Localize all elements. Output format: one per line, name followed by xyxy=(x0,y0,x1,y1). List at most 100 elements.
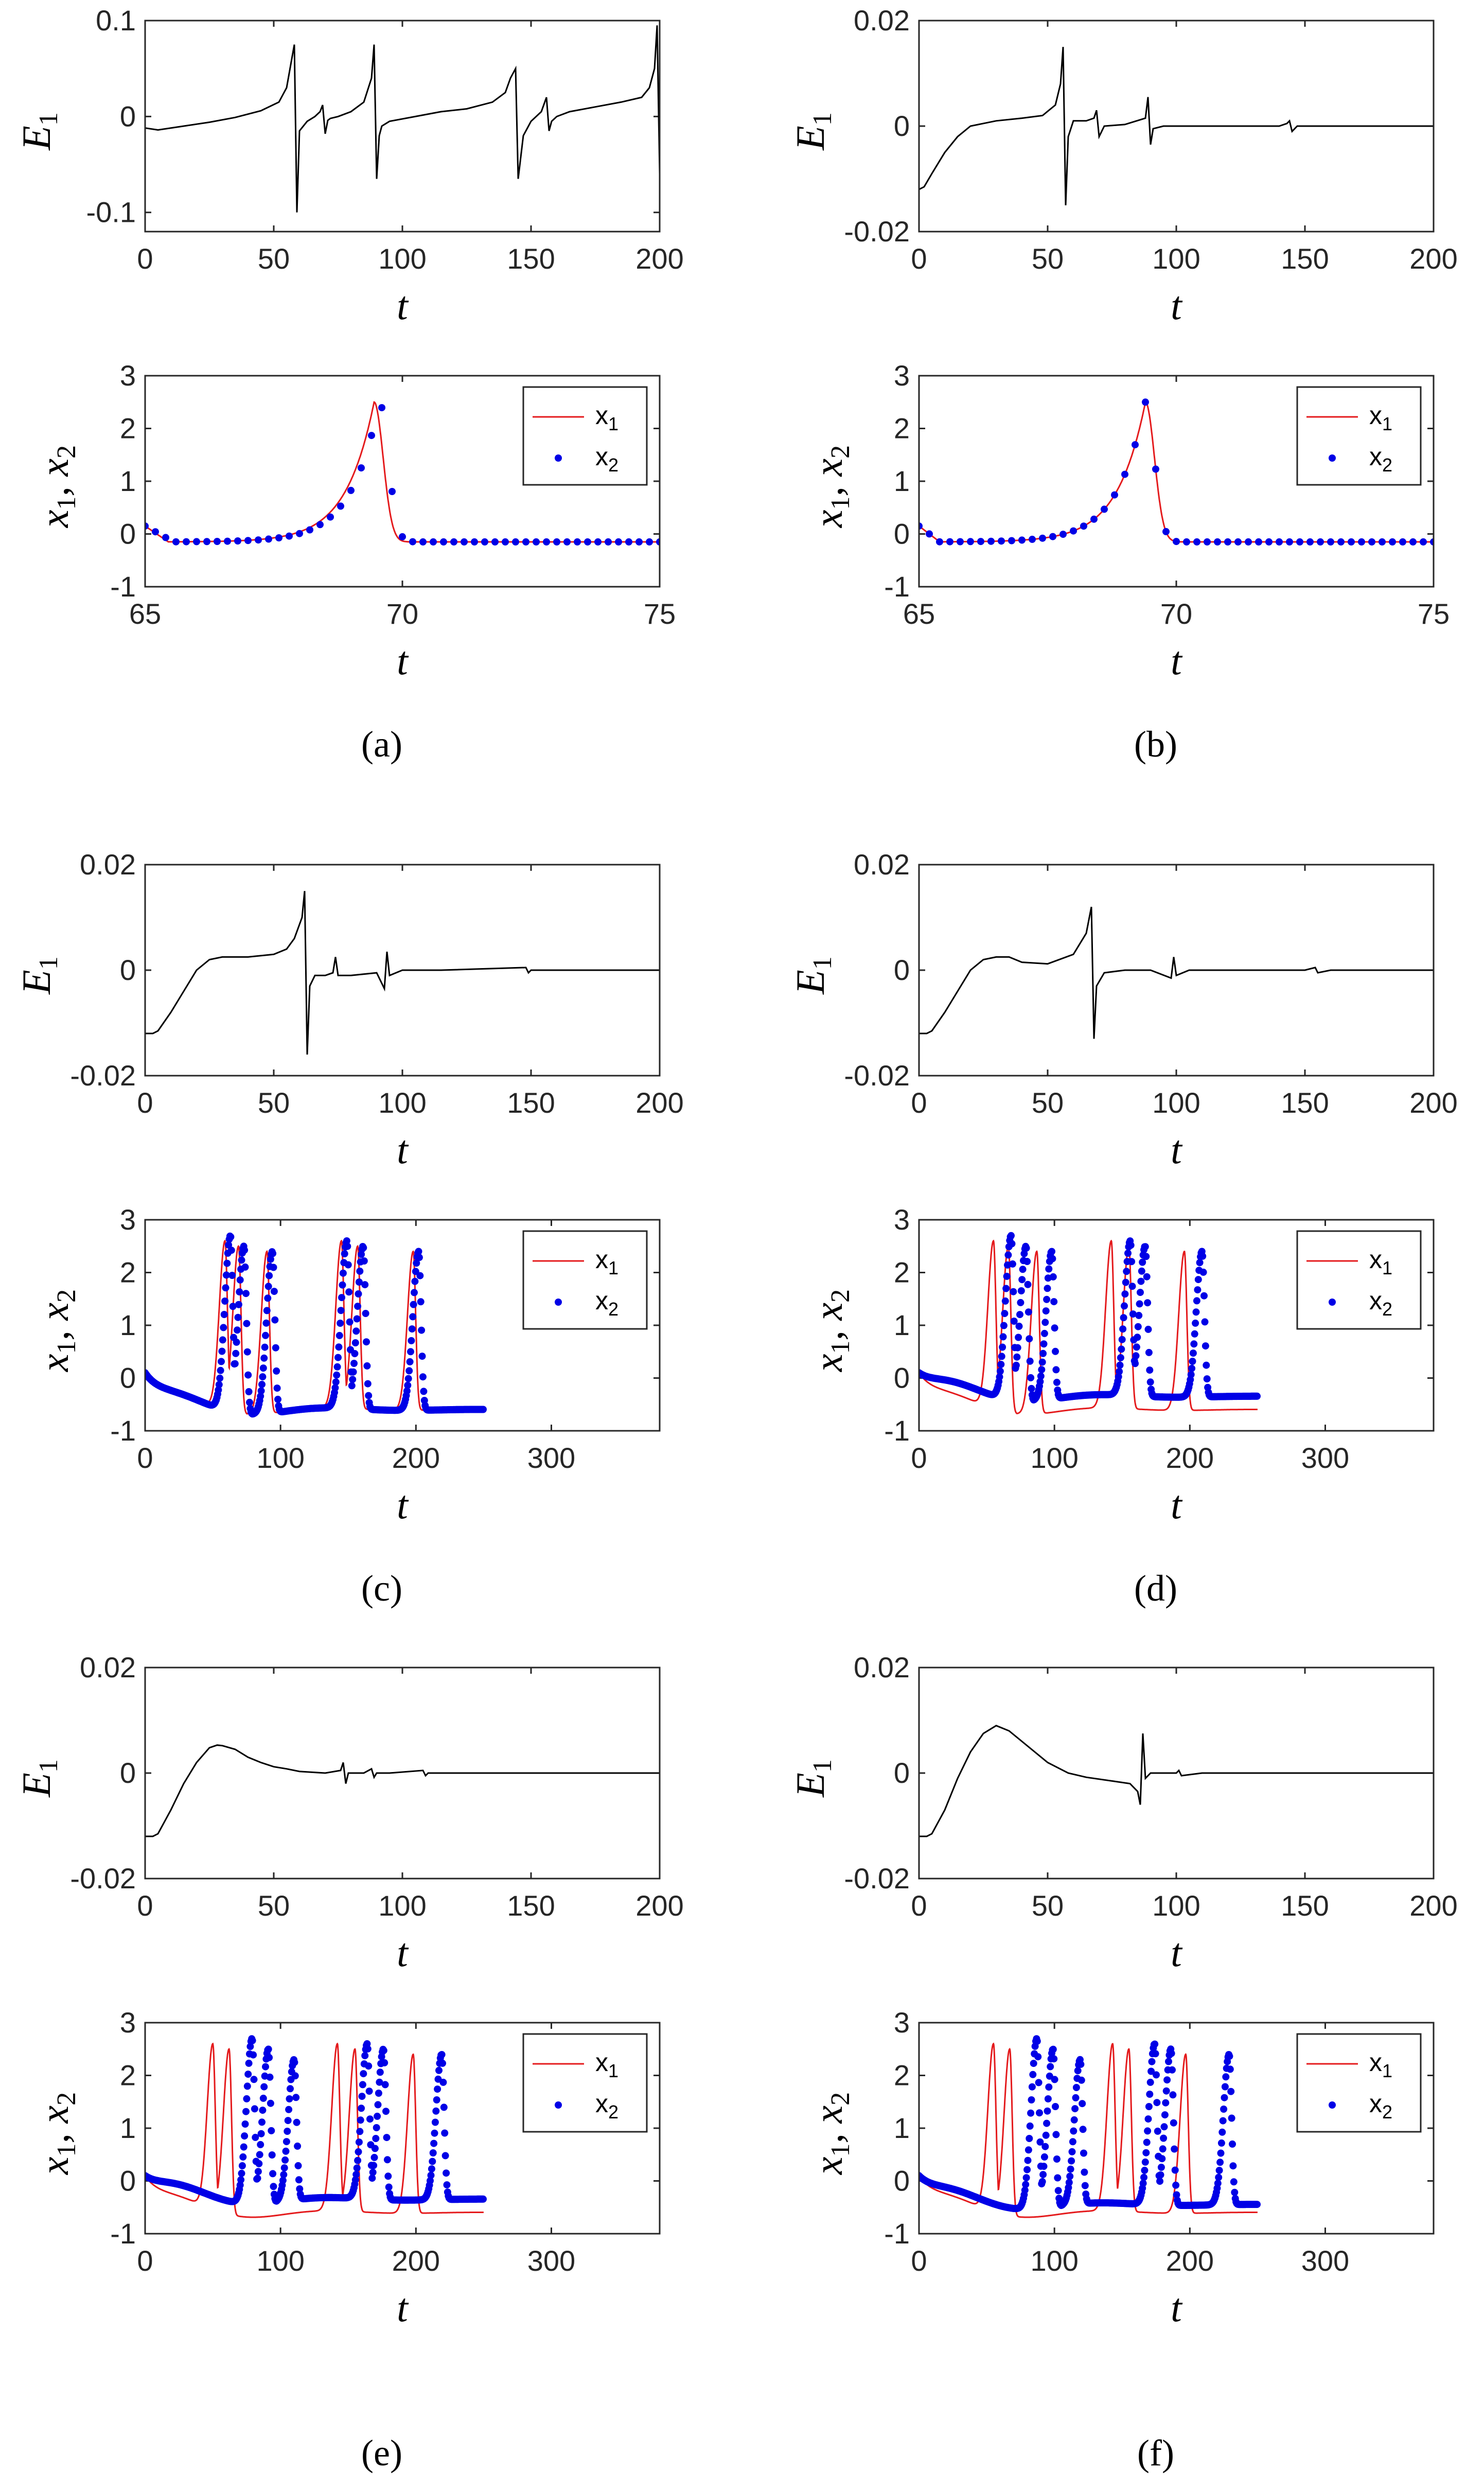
legend-box xyxy=(1296,2033,1422,2133)
series-point-x2 xyxy=(266,2054,273,2061)
legend-text: x xyxy=(595,1245,608,1274)
series-point-x2 xyxy=(431,2129,438,2137)
series-point-x2 xyxy=(1202,1342,1209,1350)
series-point-x2 xyxy=(1134,1334,1141,1341)
x-tick-label: 200 xyxy=(635,1086,683,1119)
series-point-x2 xyxy=(1036,2109,1043,2117)
series-point-x2 xyxy=(1080,522,1087,530)
series-point-x2 xyxy=(418,1353,426,1360)
axes-box xyxy=(144,1667,661,1880)
series-point-x2 xyxy=(349,1368,357,1376)
series-point-x2 xyxy=(227,1233,235,1241)
series-point-x2 xyxy=(1143,1273,1151,1281)
series-point-x2 xyxy=(234,537,241,545)
series-point-x2 xyxy=(370,2162,378,2169)
x-tick-label: 150 xyxy=(507,242,555,275)
y-tick-label: -1 xyxy=(884,1414,910,1447)
series-group xyxy=(919,398,1434,546)
series-point-x2 xyxy=(1141,2158,1149,2166)
series-point-x2 xyxy=(1214,2180,1222,2187)
series-point-x2 xyxy=(1160,2134,1168,2142)
legend-label-x1: x1 xyxy=(1369,1245,1392,1278)
series-point-x2 xyxy=(1145,1348,1153,1356)
series-point-x2 xyxy=(998,537,1005,545)
axes-box xyxy=(918,1667,1435,1880)
series-point-x2 xyxy=(249,2037,256,2044)
y-tick-label: 3 xyxy=(894,1203,910,1236)
label-subscript: 2 xyxy=(52,445,81,459)
series-point-x2 xyxy=(1146,1366,1154,1374)
series-point-x2 xyxy=(1028,1384,1035,1392)
series-point-x2 xyxy=(1072,2084,1080,2091)
series-point-x2 xyxy=(263,1307,271,1314)
series-point-x2 xyxy=(268,2127,275,2134)
x-tick-label: 0 xyxy=(137,242,153,275)
series-point-x2 xyxy=(1120,1314,1127,1322)
x-axis-label: t xyxy=(1171,2285,1183,2330)
series-point-x2 xyxy=(1029,535,1036,543)
plot-area xyxy=(145,21,660,232)
series-point-x2 xyxy=(378,404,385,412)
series-point-x2 xyxy=(1016,1311,1023,1319)
x-tick-label: 70 xyxy=(386,598,418,630)
series-point-x2 xyxy=(218,1347,226,1355)
series-point-x2 xyxy=(358,464,365,472)
series-point-x2 xyxy=(382,2108,390,2115)
series-point-x2 xyxy=(419,1373,427,1381)
series-point-x2 xyxy=(1029,2071,1037,2078)
series-point-x2 xyxy=(480,1406,487,1413)
series-point-x2 xyxy=(1144,2115,1152,2123)
series-point-x2 xyxy=(172,538,180,546)
series-point-x2 xyxy=(533,538,540,546)
series-point-x2 xyxy=(262,1331,269,1339)
series-group xyxy=(145,401,660,546)
label-subscript: 2 xyxy=(826,1289,855,1303)
series-point-x2 xyxy=(1036,2138,1044,2146)
series-point-x2 xyxy=(1196,1259,1204,1267)
series-point-x2 xyxy=(1023,2166,1031,2173)
legend-box xyxy=(1296,386,1422,486)
series-point-x2 xyxy=(1027,1374,1035,1381)
series-point-x2 xyxy=(216,1374,224,1382)
legend-label-x2: x2 xyxy=(1369,442,1392,476)
series-point-x2 xyxy=(293,2118,301,2126)
x-tick-label: 100 xyxy=(1152,242,1200,275)
series-point-x2 xyxy=(1024,2156,1032,2164)
series-point-x2 xyxy=(332,1378,340,1386)
legend-label-x2: x2 xyxy=(1369,1286,1392,1320)
series-point-x2 xyxy=(352,1327,360,1335)
x-tick-label: 100 xyxy=(378,1889,426,1922)
series-point-x2 xyxy=(1221,2094,1228,2101)
series-point-x2 xyxy=(441,2152,449,2160)
series-point-x2 xyxy=(1216,2159,1224,2166)
series-point-x2 xyxy=(480,2195,487,2203)
series-point-x2 xyxy=(574,538,581,546)
y-tick-label: 1 xyxy=(120,1309,136,1341)
label-part: x xyxy=(806,510,851,528)
series-point-x2 xyxy=(1034,2053,1042,2061)
series-point-x2 xyxy=(427,2171,435,2179)
series-point-x2 xyxy=(563,538,571,546)
series-point-x2 xyxy=(363,1338,370,1346)
series-point-x2 xyxy=(284,2117,292,2125)
series-point-x2 xyxy=(1037,1372,1045,1380)
series-point-x2 xyxy=(1118,1345,1125,1353)
series-point-x2 xyxy=(1015,1334,1022,1341)
legend-marker-x2 xyxy=(1329,1299,1336,1306)
series-point-x2 xyxy=(1199,1252,1207,1260)
series-point-x2 xyxy=(1169,2091,1177,2099)
x-tick-label: 100 xyxy=(1152,1086,1200,1119)
series-point-x2 xyxy=(383,2134,391,2142)
y-tick-label: 2 xyxy=(894,412,910,445)
label-part: t xyxy=(397,1482,409,1527)
legend-text: x xyxy=(1369,442,1382,471)
series-point-x2 xyxy=(1189,1358,1196,1365)
series-point-x2 xyxy=(203,538,210,546)
label-part: t xyxy=(1171,638,1183,683)
series-point-x2 xyxy=(287,2085,294,2093)
legend-subscript: 2 xyxy=(608,454,619,476)
label-part: , x xyxy=(806,2106,851,2144)
